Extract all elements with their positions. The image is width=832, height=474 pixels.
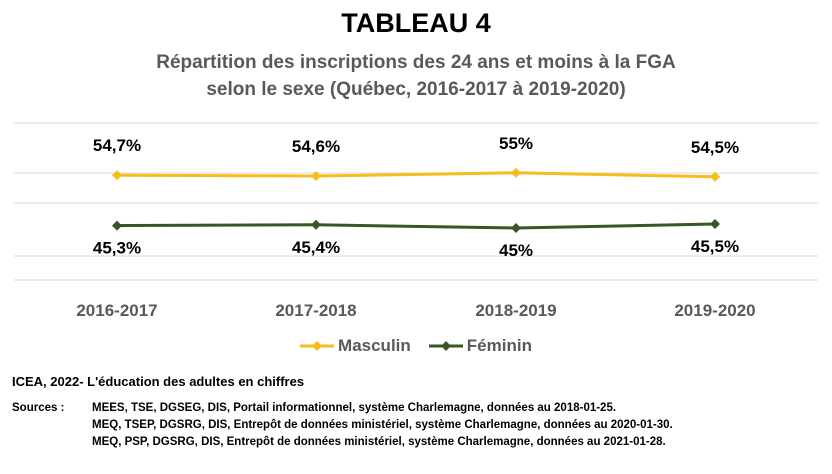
sources-label: Sources : <box>12 402 65 414</box>
data-label-masculin-0: 54,7% <box>93 136 141 155</box>
data-label-masculin-3: 54,5% <box>691 138 739 157</box>
legend-marker-masculin <box>300 341 335 351</box>
line-chart: 54,7% 54,6% 55% 54,5% 45,3% 45,4% 45% 45,5% 2016… <box>14 122 818 320</box>
source-line-2: MEQ, TSEP, DGSRG, DIS, Entrepôt de donné… <box>92 419 673 431</box>
subtitle-line-1: Répartition des inscriptions des 24 ans … <box>156 52 676 73</box>
legend-label-masculin: Masculin <box>338 336 411 355</box>
data-label-féminin-2: 45% <box>499 241 533 260</box>
legend-item-masculin: Masculin <box>300 336 411 356</box>
x-tick-label-2: 2018-2019 <box>475 301 556 320</box>
x-tick-label-1: 2017-2018 <box>275 301 356 320</box>
legend-item-feminin: Féminin <box>428 336 532 356</box>
data-label-masculin-1: 54,6% <box>292 137 340 156</box>
sources-lines: MEES, TSE, DGSEG, DIS, Portail informati… <box>92 400 673 451</box>
point-féminin-2 <box>511 223 521 233</box>
x-tick-label-3: 2019-2020 <box>674 301 755 320</box>
chart-legend: Masculin Féminin <box>0 336 832 356</box>
legend-marker-feminin <box>428 341 463 351</box>
point-féminin-0 <box>112 220 122 231</box>
x-tick-label-0: 2016-2017 <box>76 301 157 320</box>
chart-title: TABLEAU 4 <box>341 8 491 38</box>
point-féminin-3 <box>710 219 720 229</box>
data-label-masculin-2: 55% <box>499 134 533 153</box>
point-masculin-2 <box>511 167 521 178</box>
legend-label-feminin: Féminin <box>466 336 532 355</box>
data-label-féminin-0: 45,3% <box>93 239 141 258</box>
source-line-3: MEQ, PSP, DGSRG, DIS, Entrepôt de donnée… <box>92 436 666 448</box>
point-masculin-0 <box>112 170 122 181</box>
chart-subtitle: Répartition des inscriptions des 24 ans … <box>0 49 832 103</box>
series-line-masculin <box>116 171 716 179</box>
point-masculin-1 <box>311 171 321 181</box>
series-line-féminin <box>116 222 716 230</box>
source-title: ICEA, 2022- L'éducation des adultes en c… <box>12 374 305 389</box>
point-féminin-1 <box>311 219 321 230</box>
point-masculin-3 <box>710 171 720 182</box>
data-label-féminin-1: 45,4% <box>292 238 340 257</box>
data-label-féminin-3: 45,5% <box>691 237 739 256</box>
subtitle-line-2: selon le sexe (Québec, 2016-2017 à 2019-… <box>206 79 626 100</box>
source-line-1: MEES, TSE, DGSEG, DIS, Portail informati… <box>92 402 617 414</box>
